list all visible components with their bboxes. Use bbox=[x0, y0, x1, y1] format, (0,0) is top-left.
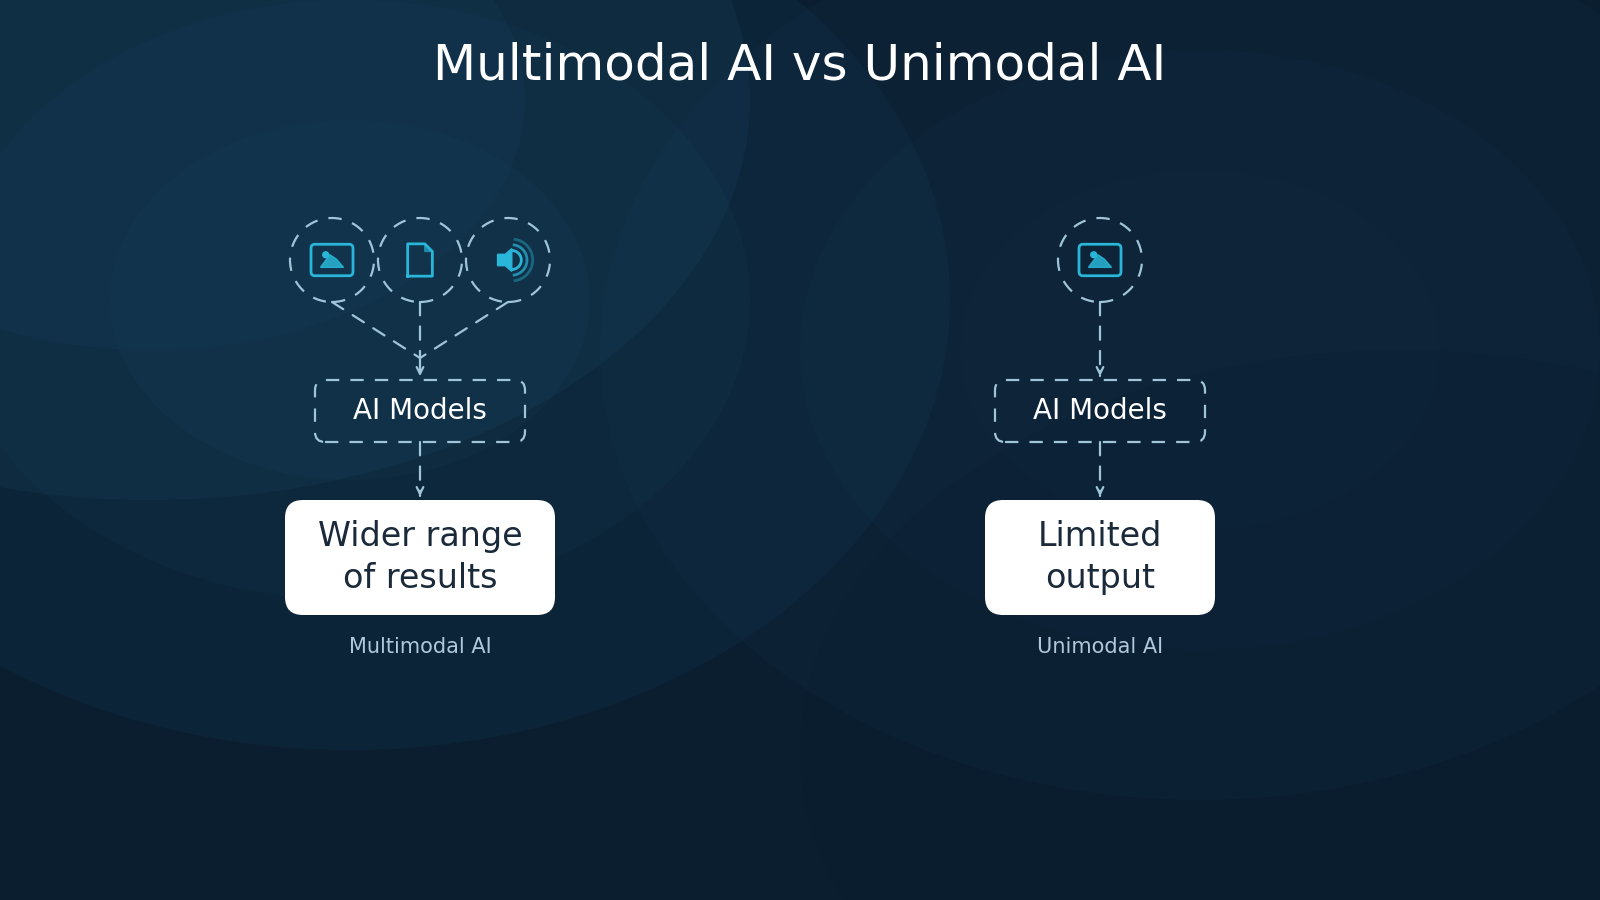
Ellipse shape bbox=[0, 0, 750, 600]
Ellipse shape bbox=[800, 350, 1600, 900]
FancyBboxPatch shape bbox=[285, 500, 555, 615]
Ellipse shape bbox=[0, 0, 525, 350]
Text: Multimodal AI: Multimodal AI bbox=[349, 637, 491, 657]
Polygon shape bbox=[424, 244, 432, 251]
Ellipse shape bbox=[960, 170, 1440, 530]
Ellipse shape bbox=[0, 0, 950, 750]
Text: AI Models: AI Models bbox=[1034, 397, 1166, 425]
Text: AI Models: AI Models bbox=[354, 397, 486, 425]
Ellipse shape bbox=[110, 120, 590, 480]
Ellipse shape bbox=[600, 0, 1600, 800]
FancyBboxPatch shape bbox=[986, 500, 1214, 615]
Circle shape bbox=[1091, 252, 1096, 257]
Text: Multimodal AI vs Unimodal AI: Multimodal AI vs Unimodal AI bbox=[434, 41, 1166, 89]
Text: Unimodal AI: Unimodal AI bbox=[1037, 637, 1163, 657]
Text: Wider range
of results: Wider range of results bbox=[318, 520, 522, 595]
Ellipse shape bbox=[800, 50, 1600, 650]
Polygon shape bbox=[498, 248, 512, 272]
Circle shape bbox=[323, 252, 328, 257]
Polygon shape bbox=[320, 255, 344, 267]
Ellipse shape bbox=[0, 0, 750, 500]
Polygon shape bbox=[1088, 255, 1112, 267]
Text: Limited
output: Limited output bbox=[1038, 520, 1162, 595]
